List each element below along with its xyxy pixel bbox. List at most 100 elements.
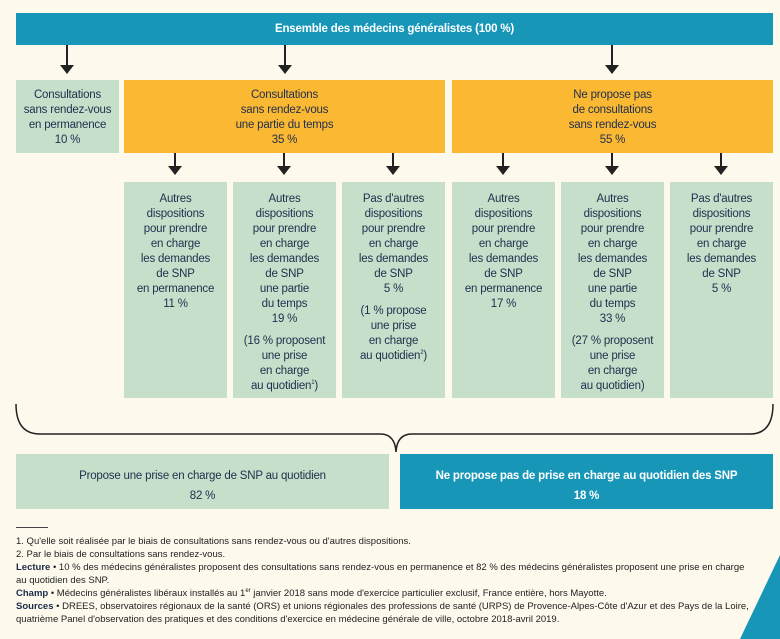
arrow-icon xyxy=(714,153,728,175)
footnote-2: 2. Par le biais de consultations sans re… xyxy=(16,549,226,560)
level3-line: 19 % xyxy=(271,313,298,325)
bottom-box-no: Ne propose pas de prise en charge au quo… xyxy=(400,454,773,509)
root-box: Ensemble des médecins généralistes (100 … xyxy=(16,13,773,45)
lecture: Lecture • 10 % des médecins généralistes… xyxy=(16,561,756,587)
champ-sup: er xyxy=(245,587,251,594)
level3-box: Autres dispositions pour prendre en charge l… xyxy=(233,182,336,398)
level2-line: de consultations xyxy=(572,104,653,116)
sources-label: Sources xyxy=(16,601,54,612)
level3-note-line: en charge xyxy=(587,365,638,377)
brace-icon xyxy=(15,403,774,453)
level3-line: une partie xyxy=(259,283,310,295)
level3-line: 5 % xyxy=(383,283,404,295)
level3-line: de SNP xyxy=(484,268,523,280)
champ-label: Champ xyxy=(16,588,49,599)
level3-line: Autres xyxy=(596,193,629,205)
divider xyxy=(16,527,48,528)
level2-line: sans rendez-vous xyxy=(568,119,657,131)
level3-line: les demandes xyxy=(686,253,757,265)
level2-line: en permanence xyxy=(28,119,107,131)
arrow-icon xyxy=(496,153,510,175)
level3-line: de SNP xyxy=(265,268,304,280)
level2-line: sans rendez-vous xyxy=(240,104,329,116)
level2-line: 35 % xyxy=(271,134,298,146)
level3-line: dispositions xyxy=(364,208,423,220)
root-label: Ensemble des médecins généralistes (100 … xyxy=(275,22,514,35)
level3-line: 5 % xyxy=(711,283,732,295)
level3-line: les demandes xyxy=(577,253,648,265)
bottom-value: 82 % xyxy=(189,490,216,502)
level3-line: 17 % xyxy=(490,298,517,310)
level3-note-line: au quotidien) xyxy=(580,380,645,392)
level3-line: du temps xyxy=(589,298,636,310)
level3-line: pour prendre xyxy=(471,223,536,235)
level3-box: Autres dispositions pour prendre en charge l… xyxy=(452,182,555,398)
level2-box: Consultations sans rendez-vous en permanen… xyxy=(16,80,119,153)
level3-note-line: au quotidien xyxy=(250,380,312,392)
level3-line: les demandes xyxy=(358,253,429,265)
level2-box: Ne propose pas de consultations sans rende… xyxy=(452,80,773,153)
champ-text: janvier 2018 sans mode d'exercice partic… xyxy=(250,588,607,599)
level3-line: une partie xyxy=(587,283,638,295)
level3-line: 33 % xyxy=(599,313,626,325)
level2-line: sans rendez-vous xyxy=(23,104,112,116)
level3-line: en charge xyxy=(150,238,201,250)
level3-line: Pas d'autres xyxy=(690,193,753,205)
arrow-icon xyxy=(60,45,74,74)
level3-line: pour prendre xyxy=(361,223,426,235)
level3-line: dispositions xyxy=(692,208,751,220)
arrow-icon xyxy=(278,45,292,74)
arrow-icon xyxy=(605,45,619,74)
level3-line: les demandes xyxy=(140,253,211,265)
lecture-label: Lecture xyxy=(16,562,51,573)
level3-note-line: (1 % propose xyxy=(360,305,427,317)
corner-decoration xyxy=(740,555,780,639)
level3-line: dispositions xyxy=(255,208,314,220)
level2-line: Consultations xyxy=(250,89,319,101)
level3-line: en permanence xyxy=(464,283,543,295)
bottom-box-yes: Propose une prise en charge de SNP au qu… xyxy=(16,454,389,509)
sources: Sources • DREES, observatoires régionaux… xyxy=(16,600,756,626)
level3-line: en charge xyxy=(587,238,638,250)
level2-line: 55 % xyxy=(599,134,626,146)
footnote-ref: 2 xyxy=(420,350,424,357)
bottom-label: Propose une prise en charge de SNP au qu… xyxy=(79,470,326,482)
arrow-icon xyxy=(168,153,182,175)
level3-line: les demandes xyxy=(249,253,320,265)
level3-box: Autres dispositions pour prendre en charge l… xyxy=(124,182,227,398)
level3-line: de SNP xyxy=(156,268,195,280)
level3-line: dispositions xyxy=(583,208,642,220)
champ: Champ • Médecins généralistes libéraux i… xyxy=(16,587,756,600)
level3-line: pour prendre xyxy=(580,223,645,235)
arrow-icon xyxy=(277,153,291,175)
level3-note-line: en charge xyxy=(368,335,419,347)
level3-note-line: (16 % proposent xyxy=(243,335,326,347)
level3-line: Autres xyxy=(268,193,301,205)
level3-line: Autres xyxy=(487,193,520,205)
level3-note-line: une prise xyxy=(261,350,308,362)
level3-line: 11 % xyxy=(163,298,188,310)
arrow-icon xyxy=(386,153,400,175)
level2-line: une partie du temps xyxy=(235,119,334,131)
footnote-ref: 1 xyxy=(311,380,315,387)
footnotes: 1. Qu'elle soit réalisée par le biais de… xyxy=(16,535,756,626)
champ-text: • Médecins généralistes libéraux install… xyxy=(48,588,246,599)
arrow-icon xyxy=(605,153,619,175)
level3-line: en charge xyxy=(696,238,747,250)
level3-line: dispositions xyxy=(474,208,533,220)
bottom-label: Ne propose pas de prise en charge au quo… xyxy=(435,470,738,482)
level3-note-line: (27 % proposent xyxy=(571,335,654,347)
level3-note-line: au quotidien2) xyxy=(360,349,427,364)
level3-line: Pas d'autres xyxy=(362,193,425,205)
note-end: ) xyxy=(314,380,319,392)
level3-note-line: au quotidien xyxy=(359,350,421,362)
level3-line: en charge xyxy=(259,238,310,250)
level3-line: en charge xyxy=(368,238,419,250)
lecture-text: • 10 % des médecins généralistes propose… xyxy=(16,562,745,586)
level3-note-line: une prise xyxy=(589,350,636,362)
bottom-value: 18 % xyxy=(573,490,600,502)
level3-box: Pas d'autres dispositions pour prendre en c… xyxy=(670,182,773,398)
level2-line: Ne propose pas xyxy=(573,89,652,101)
level2-line: Consultations xyxy=(33,89,102,101)
level3-note-line: en charge xyxy=(259,365,310,377)
